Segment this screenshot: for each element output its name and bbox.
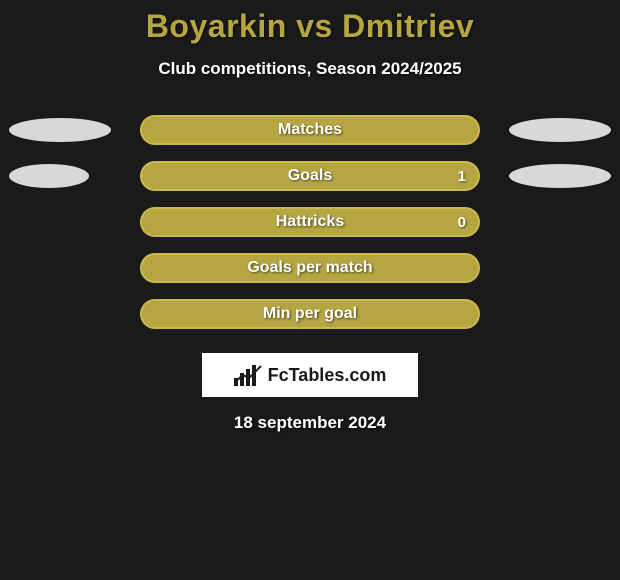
stat-bar-fill: Hattricks 0: [140, 207, 480, 237]
page-title: Boyarkin vs Dmitriev: [0, 8, 620, 45]
stat-bar: Matches: [140, 115, 480, 145]
stat-bar-fill: Matches: [140, 115, 480, 145]
stat-value: 1: [458, 168, 466, 185]
stat-value: 0: [458, 214, 466, 231]
subtitle: Club competitions, Season 2024/2025: [0, 59, 620, 79]
stat-bar: Goals 1: [140, 161, 480, 191]
source-logo: FcTables.com: [202, 353, 418, 397]
date-label: 18 september 2024: [0, 413, 620, 433]
stat-row: Goals per match: [0, 253, 620, 283]
stat-row: Min per goal: [0, 299, 620, 329]
stat-label: Hattricks: [276, 213, 344, 231]
bar-chart-icon: [234, 364, 262, 386]
stat-label: Goals per match: [247, 259, 372, 277]
stat-label: Min per goal: [263, 305, 357, 323]
stat-label: Goals: [288, 167, 332, 185]
stat-row: Hattricks 0: [0, 207, 620, 237]
stat-bar-fill: Min per goal: [140, 299, 480, 329]
left-ellipse: [9, 118, 111, 142]
stat-bar: Min per goal: [140, 299, 480, 329]
right-ellipse: [509, 164, 611, 188]
left-ellipse: [9, 164, 89, 188]
stat-bar: Hattricks 0: [140, 207, 480, 237]
logo-text: FcTables.com: [268, 365, 387, 386]
stat-bar: Goals per match: [140, 253, 480, 283]
stat-label: Matches: [278, 121, 342, 139]
comparison-infographic: Boyarkin vs Dmitriev Club competitions, …: [0, 0, 620, 433]
stat-bar-fill: Goals 1: [140, 161, 480, 191]
stat-row: Goals 1: [0, 161, 620, 191]
right-ellipse: [509, 118, 611, 142]
stat-bar-fill: Goals per match: [140, 253, 480, 283]
stat-rows: Matches Goals 1 Hattricks 0 Goals per match Mi…: [0, 115, 620, 329]
stat-row: Matches: [0, 115, 620, 145]
